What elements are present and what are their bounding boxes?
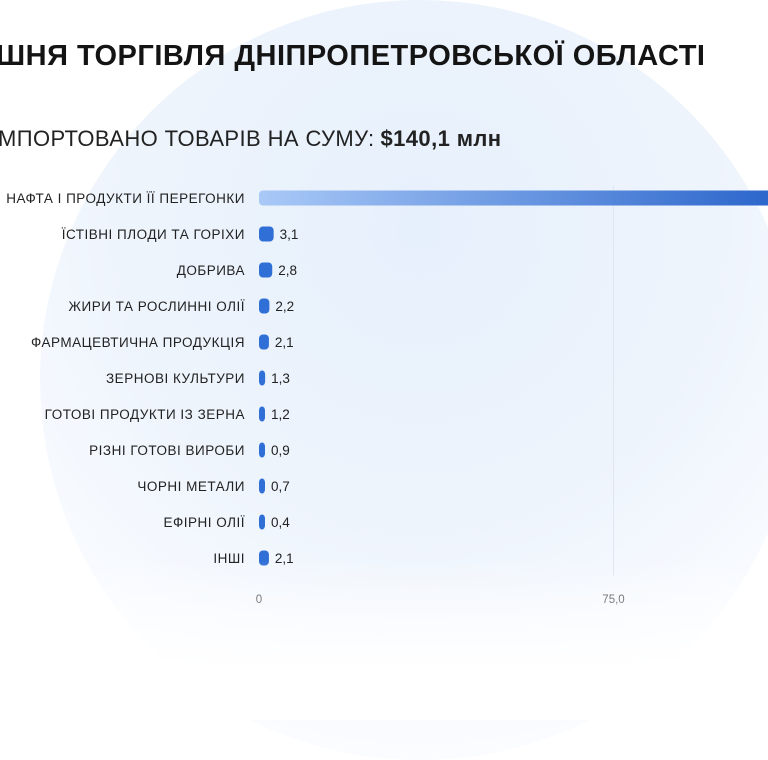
value-label: 0,7: [271, 479, 290, 494]
bar: [259, 298, 270, 314]
page-title: ШНЯ ТОРГІВЛЯ ДНІПРОПЕТРОВСЬКОЇ ОБЛАСТІ: [0, 40, 706, 72]
bar: [259, 334, 269, 350]
value-label: 3,1: [280, 227, 299, 242]
subtitle: МПОРТОВАНО ТОВАРІВ НА СУМУ: $140,1 млн: [0, 126, 501, 152]
value-label: 2,1: [275, 335, 294, 350]
category-label: ЖИРИ ТА РОСЛИННІ ОЛІЇ: [69, 299, 245, 314]
category-label: РІЗНІ ГОТОВІ ВИРОБИ: [89, 443, 245, 458]
value-label: 0,9: [271, 443, 290, 458]
bar: [259, 370, 266, 386]
bar: [259, 190, 768, 206]
category-label: НАФТА І ПРОДУКТИ ЇЇ ПЕРЕГОНКИ: [6, 191, 245, 206]
category-label: ГОТОВІ ПРОДУКТИ ІЗ ЗЕРНА: [45, 407, 245, 422]
value-label: 0,4: [271, 515, 290, 530]
bar: [259, 442, 265, 458]
value-label: 2,8: [278, 263, 297, 278]
value-label: 2,2: [275, 299, 294, 314]
category-label: ЗЕРНОВІ КУЛЬТУРИ: [106, 371, 245, 386]
bottom-fade: [0, 560, 768, 720]
category-label: ФАРМАЦЕВТИЧНА ПРОДУКЦІЯ: [31, 335, 245, 350]
bar: [259, 478, 265, 494]
subtitle-prefix: МПОРТОВАНО ТОВАРІВ НА СУМУ:: [0, 126, 375, 151]
bar: [259, 262, 273, 278]
value-label: 1,2: [271, 407, 290, 422]
category-label: ЇСТІВНІ ПЛОДИ ТА ГОРІХИ: [62, 227, 245, 242]
bar: [259, 406, 265, 422]
value-label: 1,3: [271, 371, 290, 386]
subtitle-amount: $140,1 млн: [380, 126, 502, 151]
category-label: ЧОРНІ МЕТАЛИ: [137, 479, 245, 494]
category-label: ЕФІРНІ ОЛІЇ: [164, 515, 245, 530]
bar: [259, 514, 265, 530]
category-label: ДОБРИВА: [177, 263, 245, 278]
bar-chart: 075,0НАФТА І ПРОДУКТИ ЇЇ ПЕРЕГОНКИЇСТІВН…: [6, 186, 768, 606]
bar: [259, 226, 274, 242]
